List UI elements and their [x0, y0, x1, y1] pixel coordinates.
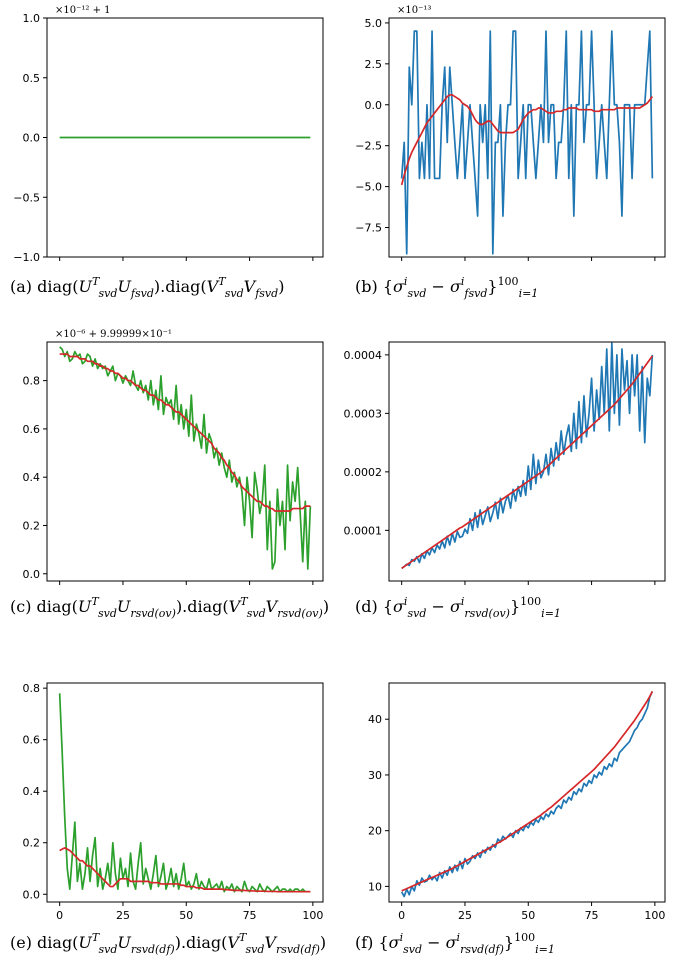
axes-frame	[46, 341, 324, 582]
series-line-red	[400, 94, 654, 186]
y-tick-label: 0.0	[23, 132, 41, 145]
y-tick-label: 0.4	[23, 471, 41, 484]
x-tick-label: 25	[116, 909, 130, 922]
series-line-red	[59, 847, 311, 893]
x-tick-label: 25	[458, 909, 472, 922]
y-tick-label: 0.0002	[344, 466, 383, 479]
series-line-blue	[400, 30, 654, 255]
panel-d: 0.0001 0.0002 0.0003 0.0004 (d) {σisvd − σir…	[344, 341, 666, 620]
series-line-green	[58, 693, 311, 893]
y-tick-label: 20	[368, 825, 382, 838]
y-tick-label: 0.2	[23, 519, 41, 532]
y-tick-label: −1.0	[13, 251, 40, 264]
x-tick-label: 0	[398, 909, 405, 922]
series-line-blue	[401, 342, 654, 570]
axes-frame	[388, 682, 666, 903]
x-tick-label: 0	[56, 909, 63, 922]
panel-caption: (a) diag(UTsvdUfsvd).diag(VTsvdVfsvd)	[10, 275, 284, 300]
y-tick-label: −2.5	[355, 140, 382, 153]
axes-frame	[388, 17, 666, 258]
panel-a: −1.0 −0.5 0.0 0.5 1.0 ×10⁻¹² + 1 (a) diag(UTsv…	[10, 5, 324, 300]
y-tick-label: 0.8	[23, 375, 41, 388]
panel-caption: (d) {σisvd − σirsvd(ov)}100i=1	[355, 595, 561, 620]
x-tick-label: 100	[644, 909, 665, 922]
y-tick-label: 0.0	[365, 99, 383, 112]
y-tick-label: 0.6	[23, 423, 41, 436]
axis-offset-label: ×10⁻¹² + 1	[55, 5, 111, 16]
axis-offset-label: ×10⁻¹³	[397, 5, 431, 16]
panel-caption: (b) {σisvd − σifsvd}100i=1	[355, 275, 538, 300]
y-tick-label: 0.5	[23, 72, 41, 85]
series-line-red	[401, 355, 654, 570]
y-tick-label: 40	[368, 713, 382, 726]
y-tick-label: 0.0	[23, 568, 41, 581]
series-line-red	[401, 690, 654, 892]
y-tick-label: −5.0	[355, 181, 382, 194]
series-line-blue	[400, 691, 654, 898]
y-tick-label: 10	[368, 880, 382, 893]
y-tick-label: 2.5	[365, 58, 383, 71]
y-tick-label: −7.5	[355, 222, 382, 235]
y-tick-label: 0.4	[23, 785, 41, 798]
x-tick-label: 75	[585, 909, 599, 922]
axis-offset-label: ×10⁻⁶ + 9.99999×10⁻¹	[55, 329, 172, 340]
x-tick-label: 50	[179, 909, 193, 922]
y-tick-label: 0.6	[23, 734, 41, 747]
panel-c: 0.0 0.2 0.4 0.6 0.8 ×10⁻⁶ + 9.99999×10⁻¹ (c) d…	[10, 329, 329, 620]
panel-caption: (c) diag(UTsvdUrsvd(ov)).diag(VTsvdVrsvd…	[10, 595, 329, 620]
y-tick-label: 0.0001	[344, 524, 383, 537]
y-tick-label: −0.5	[13, 191, 40, 204]
x-tick-label: 75	[243, 909, 257, 922]
axes-frame	[46, 682, 324, 903]
y-tick-label: 0.8	[23, 682, 41, 695]
axes-frame	[388, 341, 666, 582]
panel-b: −7.5 −5.0 −2.5 0.0 2.5 5.0 ×10⁻¹³ (b) {σisvd − …	[355, 5, 666, 300]
series-line-green	[59, 346, 312, 570]
y-tick-label: 5.0	[365, 17, 383, 30]
y-tick-label: 0.0004	[344, 349, 383, 362]
y-tick-label: 30	[368, 769, 382, 782]
x-tick-label: 100	[302, 909, 323, 922]
panel-e: 0.0 0.2 0.4 0.6 0.8 0 25 50 75 100 (e) diag(UTsvdU…	[10, 682, 326, 956]
panel-caption: (e) diag(UTsvdUrsvd(df)).diag(VTsvdVrsvd…	[10, 931, 326, 956]
y-tick-label: 1.0	[23, 12, 41, 25]
panel-f: 10 20 30 40 0 25 50 75 100 (f) {σisvd − σirsvd(df…	[355, 682, 666, 956]
y-tick-label: 0.2	[23, 837, 41, 850]
y-tick-label: 0.0003	[344, 407, 383, 420]
x-tick-label: 50	[521, 909, 535, 922]
series-line-red	[59, 353, 311, 512]
panel-caption: (f) {σisvd − σirsvd(df)}100i=1	[355, 931, 555, 956]
y-tick-label: 0.0	[23, 888, 41, 901]
